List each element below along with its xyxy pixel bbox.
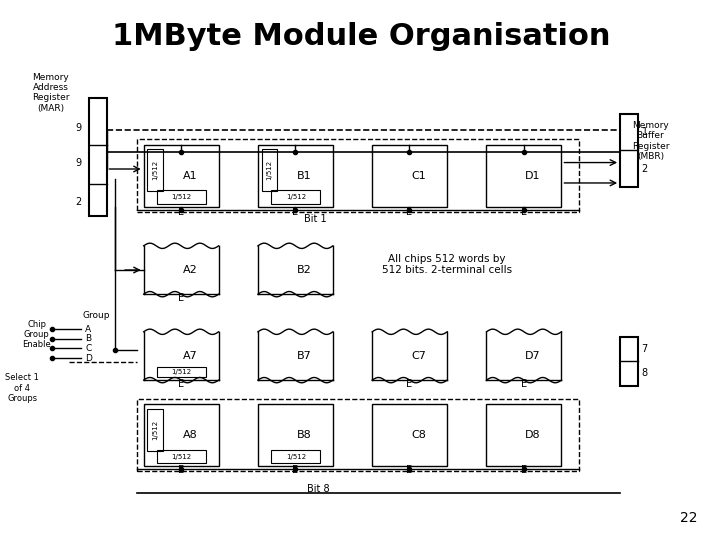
Text: E: E xyxy=(178,379,184,389)
Text: D7: D7 xyxy=(525,351,541,361)
Text: E: E xyxy=(521,207,527,217)
Text: 9: 9 xyxy=(75,158,81,168)
Text: 2: 2 xyxy=(75,197,81,207)
Text: E: E xyxy=(178,293,184,303)
Text: E: E xyxy=(406,379,413,389)
Text: 9: 9 xyxy=(75,123,81,133)
Text: E: E xyxy=(521,465,527,475)
Text: Group: Group xyxy=(83,311,110,320)
Text: 1/512: 1/512 xyxy=(266,160,272,180)
Text: All chips 512 words by
512 bits. 2-terminal cells: All chips 512 words by 512 bits. 2-termi… xyxy=(382,254,512,275)
Text: Select 1
of 4
Groups: Select 1 of 4 Groups xyxy=(5,373,39,403)
Text: C: C xyxy=(85,344,91,353)
Text: B1: B1 xyxy=(297,171,312,181)
Text: D: D xyxy=(85,354,92,362)
Text: Bit 1: Bit 1 xyxy=(305,214,327,224)
Text: 1/512: 1/512 xyxy=(171,194,192,200)
Text: E: E xyxy=(406,465,413,475)
Text: 1/512: 1/512 xyxy=(152,420,158,440)
Text: F: F xyxy=(292,207,298,217)
Text: B7: B7 xyxy=(297,351,312,361)
Text: B8: B8 xyxy=(297,430,312,440)
Text: Chip
Group
Enable: Chip Group Enable xyxy=(22,320,51,349)
Text: Memory
Buffer
Register
(MBR): Memory Buffer Register (MBR) xyxy=(631,121,669,161)
Text: Bit 8: Bit 8 xyxy=(307,484,330,494)
Text: 1/512: 1/512 xyxy=(286,194,306,200)
Text: 1MByte Module Organisation: 1MByte Module Organisation xyxy=(112,22,611,51)
Text: 1: 1 xyxy=(642,127,647,137)
Text: 1/512: 1/512 xyxy=(152,160,158,180)
Text: D1: D1 xyxy=(525,171,541,181)
Text: A7: A7 xyxy=(183,351,197,361)
Text: E: E xyxy=(292,465,298,475)
Text: 7: 7 xyxy=(642,344,648,354)
Text: E: E xyxy=(178,465,184,475)
Text: A8: A8 xyxy=(183,430,197,440)
Text: C8: C8 xyxy=(411,430,426,440)
Text: C7: C7 xyxy=(411,351,426,361)
Text: 22: 22 xyxy=(680,511,697,525)
Text: B2: B2 xyxy=(297,265,312,275)
Text: 1/512: 1/512 xyxy=(171,454,192,460)
Text: 1/512: 1/512 xyxy=(171,369,192,375)
Text: A2: A2 xyxy=(183,265,197,275)
Text: A: A xyxy=(85,325,91,334)
Text: Memory
Address
Register
(MAR): Memory Address Register (MAR) xyxy=(32,72,70,113)
Text: D8: D8 xyxy=(525,430,541,440)
Text: B: B xyxy=(85,334,91,343)
Text: C1: C1 xyxy=(411,171,426,181)
Text: A1: A1 xyxy=(183,171,197,181)
Text: 8: 8 xyxy=(642,368,647,379)
Text: E: E xyxy=(406,207,413,217)
Text: E: E xyxy=(521,379,527,389)
Text: E: E xyxy=(292,207,298,217)
Text: E: E xyxy=(178,207,184,217)
Text: 1/512: 1/512 xyxy=(286,454,306,460)
Text: 2: 2 xyxy=(642,164,648,173)
